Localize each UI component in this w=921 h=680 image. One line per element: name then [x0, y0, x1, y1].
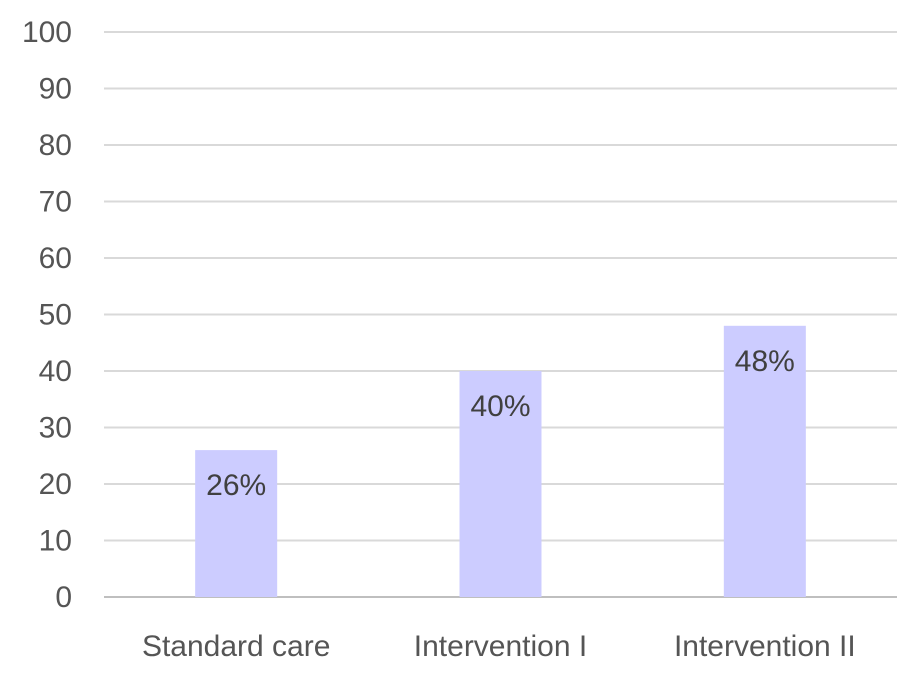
y-tick-label: 30 — [39, 412, 72, 445]
bars — [195, 325, 806, 597]
x-axis-category-labels: Standard care Intervention I Intervention … — [142, 630, 856, 663]
y-tick-label: 60 — [39, 242, 72, 275]
data-label: 26% — [206, 469, 266, 502]
y-tick-label: 90 — [39, 73, 72, 106]
y-tick-label: 20 — [39, 468, 72, 501]
y-tick-label: 10 — [39, 525, 72, 558]
x-category-label: Intervention I — [414, 630, 587, 663]
y-tick-label: 80 — [39, 129, 72, 162]
bar — [723, 325, 806, 597]
y-tick-label: 50 — [39, 299, 72, 332]
y-tick-label: 100 — [22, 16, 72, 49]
x-category-label: Standard care — [142, 630, 330, 663]
y-axis-tick-labels: 0 10 20 30 40 50 60 70 80 90 100 — [22, 16, 72, 614]
y-tick-label: 0 — [55, 581, 72, 614]
y-tick-label: 70 — [39, 186, 72, 219]
x-category-label: Intervention II — [674, 630, 856, 663]
bar — [195, 450, 278, 597]
data-labels: 26% 40% 48% — [206, 345, 795, 502]
bar — [459, 371, 542, 597]
data-label: 48% — [735, 345, 795, 378]
data-label: 40% — [470, 390, 530, 423]
y-tick-label: 40 — [39, 355, 72, 388]
